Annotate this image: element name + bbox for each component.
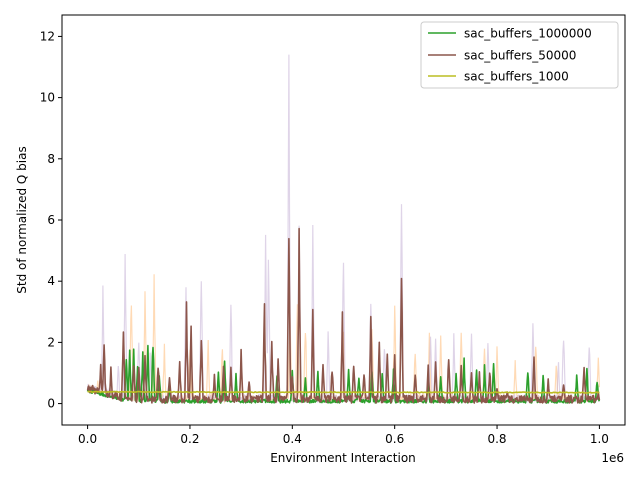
series-line-sac-buffers-1000 bbox=[87, 390, 600, 394]
x-tick-label: 0.6 bbox=[385, 432, 404, 446]
y-tick-label: 0 bbox=[47, 397, 55, 411]
legend: sac_buffers_1000000 sac_buffers_50000 sa… bbox=[420, 21, 619, 89]
x-tick-label: 0.2 bbox=[180, 432, 199, 446]
series-line-sac-buffers-50000 bbox=[86, 227, 601, 404]
x-axis-offset-label: 1e6 bbox=[601, 451, 624, 465]
y-tick-label: 2 bbox=[47, 335, 55, 349]
y-tick-label: 6 bbox=[47, 213, 55, 227]
y-axis-ticks: 0 2 4 6 8 10 12 bbox=[40, 29, 62, 411]
y-axis-label: Std of normalized Q bias bbox=[15, 146, 29, 293]
series-lines-layer bbox=[86, 227, 601, 404]
legend-label-sac-buffers-1000: sac_buffers_1000 bbox=[464, 70, 569, 84]
x-tick-label: 0.8 bbox=[487, 432, 506, 446]
x-tick-label: 0.0 bbox=[78, 432, 97, 446]
x-tick-label: 0.4 bbox=[283, 432, 302, 446]
y-tick-label: 8 bbox=[47, 152, 55, 166]
legend-label-sac-buffers-1000000: sac_buffers_1000000 bbox=[464, 27, 592, 41]
y-tick-label: 4 bbox=[47, 274, 55, 288]
x-tick-label: 1.0 bbox=[590, 432, 609, 446]
legend-box bbox=[420, 21, 619, 89]
y-tick-label: 12 bbox=[40, 29, 55, 43]
x-axis-ticks: 0.0 0.2 0.4 0.6 0.8 1.0 bbox=[78, 425, 609, 446]
legend-label-sac-buffers-50000: sac_buffers_50000 bbox=[464, 49, 576, 63]
y-tick-label: 10 bbox=[40, 91, 55, 105]
x-axis-label: Environment Interaction bbox=[270, 451, 416, 465]
